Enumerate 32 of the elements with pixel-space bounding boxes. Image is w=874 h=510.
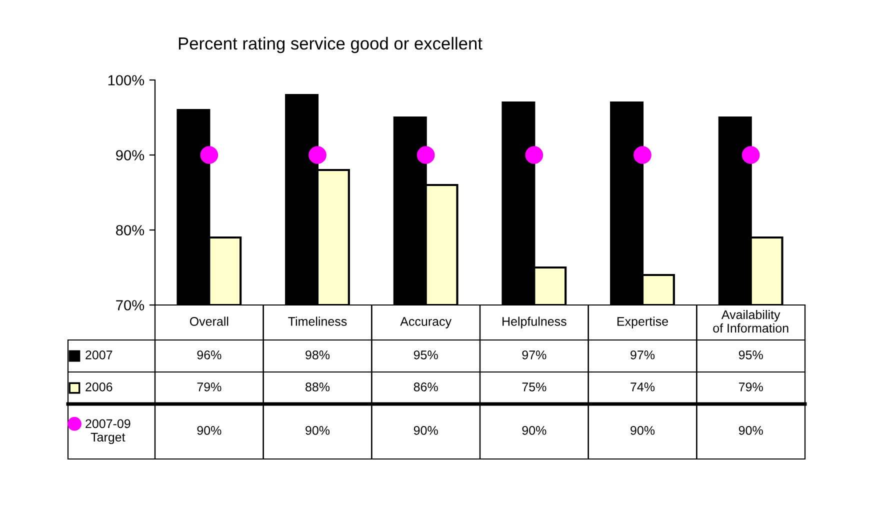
x-tick-label: Overall: [190, 316, 228, 326]
legend-label: 2007: [86, 350, 112, 360]
data-label: 86%: [414, 382, 438, 392]
data-label: 90%: [522, 426, 546, 435]
x-tick-label: Helpfulness: [502, 316, 566, 328]
data-label: 95%: [414, 350, 438, 360]
data-label: 74%: [630, 382, 655, 392]
data-label: 75%: [522, 382, 546, 392]
data-label: 90%: [630, 426, 655, 435]
data-label: 90%: [414, 426, 438, 435]
legend-label: 2007-09 Target: [86, 419, 130, 444]
data-label: 90%: [738, 426, 763, 435]
data-label: 97%: [522, 350, 546, 360]
chart-title: Percent rating service good or excellent: [178, 36, 482, 54]
x-tick-label: Timeliness: [288, 316, 347, 326]
data-label: 88%: [306, 382, 330, 392]
data-label: 79%: [738, 382, 763, 392]
data-label: 79%: [197, 382, 222, 392]
x-tick-label: Availability of Information: [713, 310, 788, 333]
legend-label: 2006: [86, 382, 112, 392]
y-tick-label: 80%: [116, 225, 144, 236]
x-tick-label: Expertise: [617, 316, 668, 328]
y-tick-label: 90%: [116, 150, 144, 160]
y-tick-label: 100%: [108, 75, 144, 86]
data-label: 98%: [306, 350, 330, 360]
data-label: 90%: [197, 426, 222, 435]
x-tick-label: Accuracy: [400, 317, 452, 328]
data-label: 96%: [197, 350, 222, 360]
data-label: 95%: [738, 350, 763, 360]
data-label: 90%: [306, 426, 330, 435]
data-label: 97%: [630, 350, 655, 360]
y-tick-label: 70%: [116, 300, 144, 310]
